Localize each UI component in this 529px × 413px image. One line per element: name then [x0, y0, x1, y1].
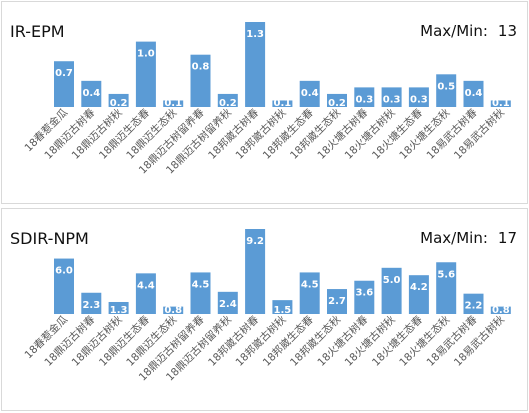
- data-label: 4.4: [137, 280, 155, 291]
- bar: [463, 293, 484, 314]
- chart-panel-sdir-npm: SDIR-NPM Max/Min: 17 6.0 18春惹金瓜 2.3 18鼎迈古树春 1…: [1, 208, 528, 411]
- bar: [163, 306, 184, 314]
- bar: [408, 275, 429, 314]
- ratio-label: Max/Min:: [420, 22, 488, 40]
- data-label: 3.6: [355, 288, 373, 299]
- bar: [108, 301, 129, 314]
- data-label: 0.3: [355, 94, 373, 105]
- data-label: 4.2: [410, 282, 428, 293]
- ratio-readout: Max/Min: 17: [420, 229, 517, 247]
- bar: [163, 100, 184, 107]
- data-label: 0.2: [328, 98, 346, 109]
- data-label: 1.0: [137, 49, 155, 60]
- data-label: 0.1: [274, 98, 292, 109]
- bar: [217, 93, 238, 107]
- data-label: 0.1: [492, 98, 510, 109]
- data-label: 2.4: [219, 299, 237, 310]
- bar: [245, 229, 266, 314]
- data-label: 0.1: [164, 98, 182, 109]
- chart-title: IR-EPM: [10, 22, 65, 41]
- data-label: 9.2: [246, 236, 264, 247]
- bar: [436, 74, 457, 107]
- bar: [299, 272, 320, 314]
- bar: [381, 87, 402, 107]
- data-label: 2.2: [465, 301, 483, 312]
- bar: [190, 272, 211, 314]
- bar: [190, 54, 211, 107]
- data-label: 2.3: [82, 300, 100, 311]
- data-label: 0.8: [492, 305, 510, 316]
- bar: [299, 80, 320, 107]
- data-label: 1.5: [274, 305, 292, 316]
- ratio-value: 17: [497, 229, 517, 247]
- data-label: 0.5: [437, 81, 455, 92]
- ratio-readout: Max/Min: 13: [420, 22, 517, 40]
- data-label: 0.2: [219, 98, 237, 109]
- bar: [408, 87, 429, 107]
- data-label: 0.4: [301, 88, 319, 99]
- bar: [272, 100, 293, 107]
- bar-chart-sdir-npm: 6.018春惹金瓜2.318鼎迈古树春1.318鼎迈古树秋4.418鼎迈生态春0…: [22, 229, 511, 384]
- bar: [490, 306, 511, 314]
- data-label: 1.3: [110, 305, 128, 316]
- bar: [108, 93, 129, 107]
- data-label: 4.5: [192, 279, 210, 290]
- bar: [217, 291, 238, 314]
- bar: [463, 80, 484, 107]
- ratio-label: Max/Min:: [420, 229, 488, 247]
- data-label: 2.7: [328, 296, 346, 307]
- data-label: 0.8: [164, 305, 182, 316]
- bar: [54, 61, 74, 107]
- bar: [354, 280, 375, 314]
- data-label: 5.6: [437, 269, 455, 280]
- bar: [327, 289, 347, 314]
- bar: [135, 41, 156, 107]
- bar: [81, 292, 102, 314]
- bar: [490, 100, 511, 107]
- data-label: 5.0: [383, 275, 401, 286]
- data-label: 0.2: [110, 98, 128, 109]
- bar: [327, 93, 347, 107]
- data-label: 0.3: [410, 94, 428, 105]
- bar: [272, 300, 293, 314]
- data-label: 0.4: [82, 88, 100, 99]
- bar: [81, 80, 102, 107]
- chart-panel-ir-epm: IR-EPM Max/Min: 13 0.7 18春惹金瓜 0.4 18鼎迈古树春 0.2…: [1, 1, 528, 204]
- bar: [245, 22, 266, 107]
- data-label: 0.8: [192, 62, 210, 73]
- bar: [354, 87, 375, 107]
- data-label: 1.3: [246, 29, 264, 40]
- ratio-value: 13: [497, 22, 517, 40]
- data-label: 0.4: [465, 88, 483, 99]
- data-label: 6.0: [55, 266, 73, 277]
- bar-chart-ir-epm: 0.718春惹金瓜0.418鼎迈古树春0.218鼎迈古树秋1.018鼎迈生态春0…: [22, 22, 511, 177]
- data-label: 4.5: [301, 279, 319, 290]
- bar: [135, 273, 156, 314]
- bar: [54, 258, 74, 314]
- data-label: 0.3: [383, 94, 401, 105]
- bar: [381, 267, 402, 314]
- data-label: 0.7: [55, 68, 73, 79]
- chart-title: SDIR-NPM: [10, 229, 89, 248]
- bar: [436, 262, 457, 314]
